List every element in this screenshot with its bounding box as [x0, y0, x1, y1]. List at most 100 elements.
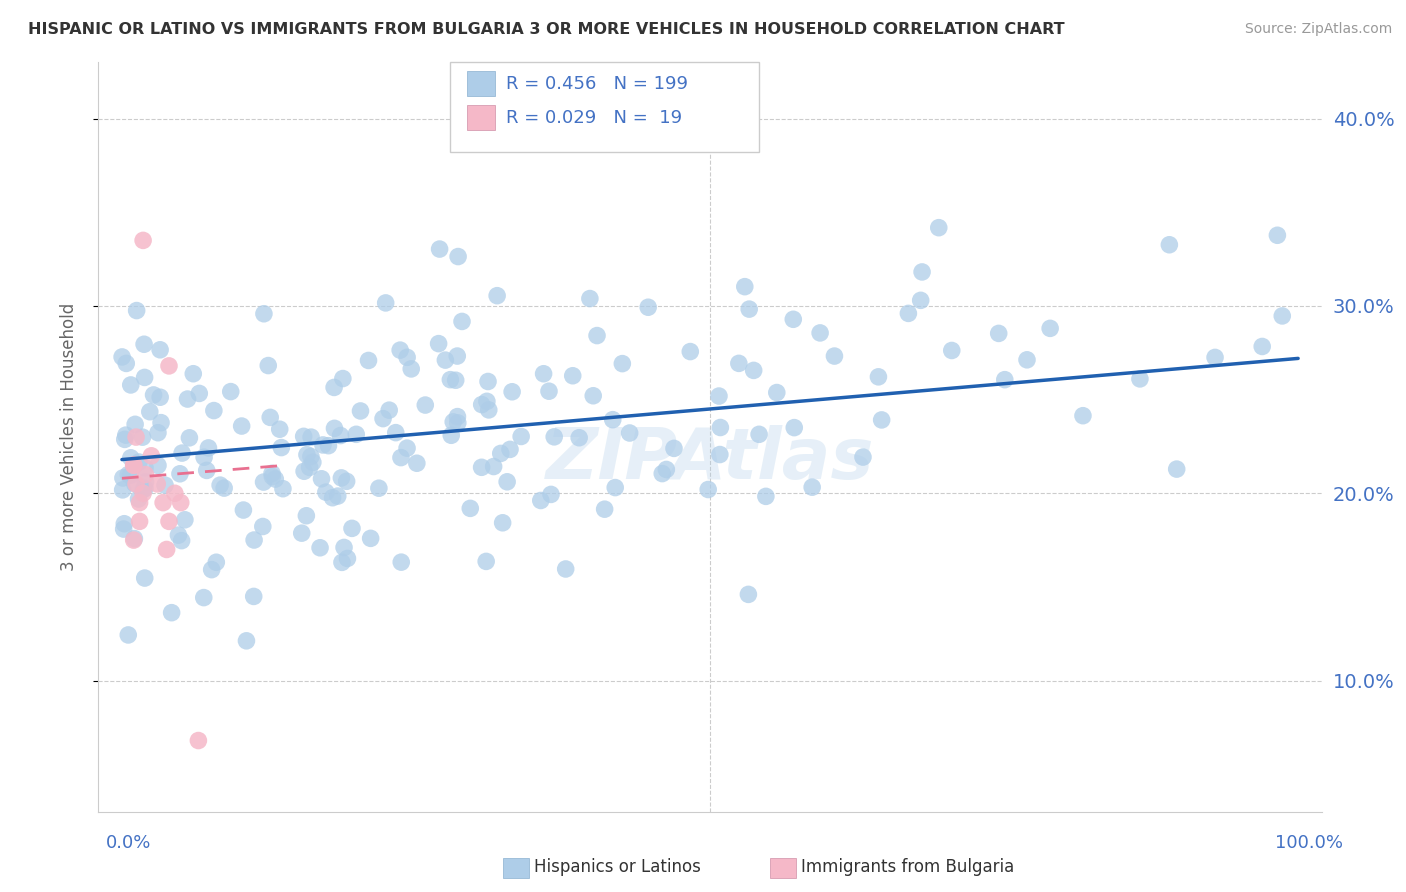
- Point: [329, 428, 352, 442]
- Point: [1039, 321, 1062, 335]
- Point: [1071, 409, 1094, 423]
- Point: [928, 220, 950, 235]
- Point: [1204, 351, 1226, 365]
- Point: [315, 485, 337, 500]
- Point: [112, 522, 135, 536]
- Point: [232, 503, 254, 517]
- Text: ZIPAtlas: ZIPAtlas: [546, 425, 875, 494]
- Point: [142, 388, 165, 402]
- Point: [554, 562, 576, 576]
- Point: [323, 421, 346, 435]
- Point: [427, 336, 450, 351]
- Point: [910, 293, 932, 308]
- Point: [707, 389, 730, 403]
- Point: [181, 367, 204, 381]
- Text: 0.0%: 0.0%: [105, 834, 150, 852]
- Point: [447, 416, 470, 430]
- Point: [444, 373, 467, 387]
- Point: [170, 496, 193, 510]
- Point: [264, 472, 287, 486]
- Point: [446, 409, 468, 424]
- Point: [602, 412, 624, 426]
- Point: [783, 420, 806, 434]
- Text: 100.0%: 100.0%: [1275, 834, 1343, 852]
- Y-axis label: 3 or more Vehicles in Household: 3 or more Vehicles in Household: [59, 303, 77, 571]
- Point: [311, 472, 333, 486]
- Point: [1166, 462, 1188, 476]
- Point: [124, 476, 146, 491]
- Point: [475, 394, 498, 409]
- Point: [157, 359, 180, 373]
- Point: [737, 587, 759, 601]
- Point: [446, 349, 468, 363]
- Point: [533, 367, 555, 381]
- Point: [323, 380, 346, 394]
- Point: [478, 403, 501, 417]
- Point: [1267, 228, 1289, 243]
- Point: [134, 481, 156, 495]
- Point: [396, 351, 419, 365]
- Point: [132, 233, 155, 247]
- Point: [153, 478, 176, 492]
- Point: [117, 467, 139, 482]
- Point: [120, 378, 142, 392]
- Point: [302, 455, 325, 469]
- Point: [371, 411, 394, 425]
- Point: [253, 307, 276, 321]
- Text: Source: ZipAtlas.com: Source: ZipAtlas.com: [1244, 22, 1392, 37]
- Point: [447, 250, 470, 264]
- Point: [434, 353, 457, 368]
- Point: [619, 425, 641, 440]
- Point: [405, 456, 427, 470]
- Text: HISPANIC OR LATINO VS IMMIGRANTS FROM BULGARIA 3 OR MORE VEHICLES IN HOUSEHOLD C: HISPANIC OR LATINO VS IMMIGRANTS FROM BU…: [28, 22, 1064, 37]
- Point: [125, 430, 148, 444]
- Point: [330, 555, 353, 569]
- Point: [157, 514, 180, 528]
- Point: [510, 429, 533, 443]
- Point: [709, 448, 731, 462]
- Point: [482, 459, 505, 474]
- Point: [195, 463, 218, 477]
- Point: [496, 475, 519, 489]
- Point: [586, 328, 609, 343]
- Point: [132, 337, 155, 351]
- Point: [260, 467, 283, 481]
- Point: [742, 363, 765, 377]
- Point: [492, 516, 515, 530]
- Point: [344, 427, 367, 442]
- Text: R = 0.029   N =  19: R = 0.029 N = 19: [506, 109, 682, 127]
- Point: [149, 390, 172, 404]
- Point: [655, 462, 678, 476]
- Point: [637, 300, 659, 314]
- Point: [679, 344, 702, 359]
- Point: [271, 482, 294, 496]
- Point: [440, 428, 463, 442]
- Point: [125, 476, 148, 491]
- Point: [124, 532, 146, 546]
- Point: [295, 448, 318, 462]
- Point: [128, 496, 150, 510]
- Point: [212, 481, 235, 495]
- Point: [389, 555, 412, 569]
- Point: [187, 733, 209, 747]
- Point: [748, 427, 770, 442]
- Point: [259, 410, 281, 425]
- Point: [122, 458, 145, 473]
- Point: [662, 442, 685, 456]
- Point: [378, 403, 401, 417]
- Point: [808, 326, 831, 340]
- Point: [1251, 339, 1274, 353]
- Point: [309, 541, 332, 555]
- Point: [128, 491, 150, 506]
- Point: [174, 513, 197, 527]
- Point: [537, 384, 560, 399]
- Point: [396, 441, 419, 455]
- Point: [299, 450, 322, 464]
- Point: [269, 422, 291, 436]
- Point: [270, 441, 292, 455]
- Point: [870, 413, 893, 427]
- Point: [134, 370, 156, 384]
- Point: [134, 460, 156, 475]
- Point: [568, 431, 591, 445]
- Point: [111, 350, 134, 364]
